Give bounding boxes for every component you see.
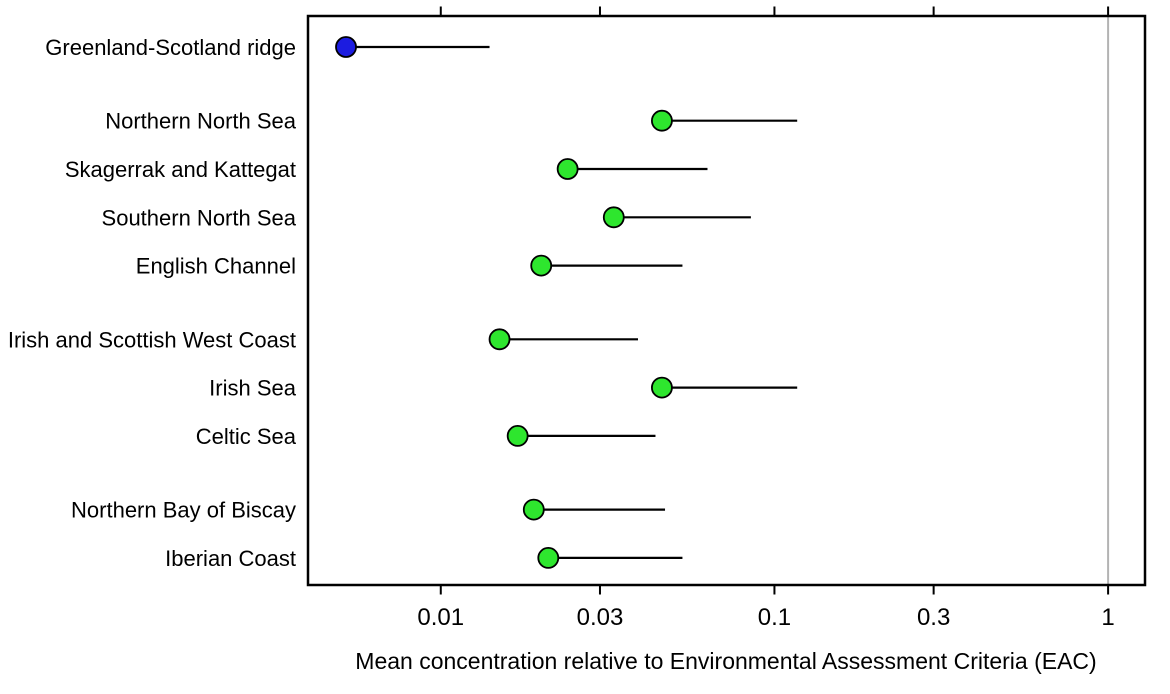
plot-border [306, 14, 1147, 587]
y-axis-label: Skagerrak and Kattegat [65, 157, 296, 182]
y-axis-label: Celtic Sea [196, 424, 297, 449]
mean-dot [335, 36, 357, 58]
mean-dot [602, 206, 625, 229]
mean-dot [556, 158, 579, 180]
y-axis-label: Southern North Sea [102, 205, 297, 230]
mean-dot [651, 376, 673, 399]
x-axis-title: Mean concentration relative to Environme… [355, 648, 1096, 674]
mean-dot [488, 328, 511, 351]
x-tick-label: 0.03 [577, 604, 624, 631]
mean-dot [651, 109, 673, 132]
y-axis-label: English Channel [136, 254, 296, 279]
y-axis-label: Northern Bay of Biscay [71, 498, 296, 523]
y-axis-label: Irish and Scottish West Coast [8, 327, 296, 352]
y-axis-label: Iberian Coast [165, 546, 296, 571]
y-axis-label: Irish Sea [209, 376, 297, 401]
chart-dynamic-layer: 0.01 0.03 0.1 0.3 1 Greenland-Scotland ridge N… [8, 6, 1147, 631]
mean-dot [506, 424, 529, 447]
y-axis-label: Northern North Sea [105, 109, 297, 134]
mean-dot [530, 254, 553, 277]
x-tick-label: 0.3 [917, 604, 950, 631]
x-tick-label: 0.1 [758, 604, 791, 631]
y-axis-label: Greenland-Scotland ridge [45, 35, 296, 60]
x-tick-label: 0.01 [417, 604, 464, 631]
x-tick-label: 1 [1101, 604, 1114, 631]
mean-dot [537, 547, 560, 569]
mean-dot [522, 498, 545, 521]
